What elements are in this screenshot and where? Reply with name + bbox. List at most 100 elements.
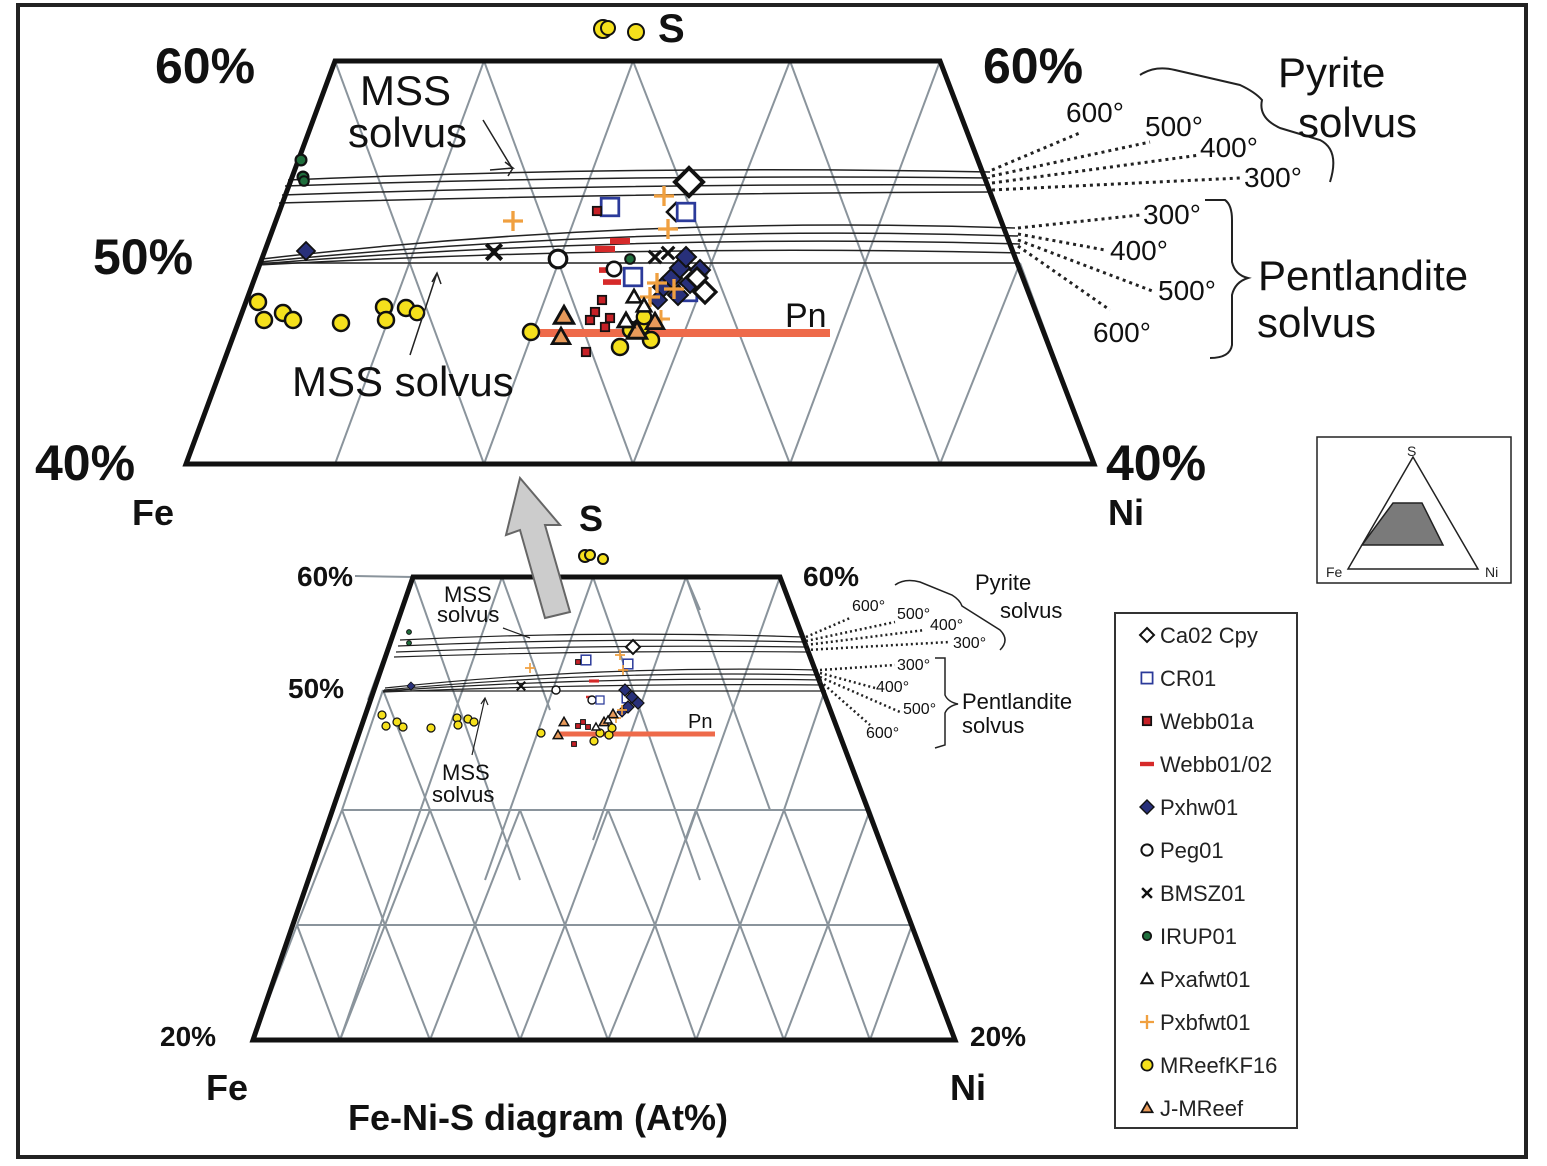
data-point-square-open bbox=[675, 201, 697, 223]
legend-marker-circle-filled bbox=[1141, 930, 1153, 942]
legend-labels: Ca02 Cpy CR01 Webb01a Webb01/02 Pxhw01 Peg01 B… bbox=[1160, 623, 1277, 1121]
data-point-circle-yellow bbox=[248, 292, 268, 312]
bottom-corner-fe: Fe bbox=[206, 1067, 248, 1108]
data-point-plus bbox=[654, 186, 674, 206]
legend-label: Webb01a bbox=[1160, 709, 1255, 734]
legend-marker-plus bbox=[1140, 1015, 1154, 1029]
top-temperature-leaders bbox=[991, 130, 1241, 312]
data-point-diamond-filled bbox=[295, 240, 317, 262]
legend-label: MReefKF16 bbox=[1160, 1053, 1277, 1078]
legend-marker-triangle-orange bbox=[1139, 1100, 1155, 1114]
data-point-plus bbox=[525, 663, 535, 673]
data-point-circle-open bbox=[605, 260, 623, 278]
bottom-pn-label: Pn bbox=[688, 711, 712, 733]
data-point-circle-yellow bbox=[331, 313, 351, 333]
apex-yellow-point bbox=[627, 23, 645, 41]
top-pyrite-temp: 300° bbox=[1244, 162, 1302, 193]
legend-marker-diamond-open bbox=[1138, 626, 1156, 644]
data-point-square-filled bbox=[596, 294, 608, 306]
data-point-circle-yellow bbox=[426, 723, 436, 733]
top-right-top-pct: 60% bbox=[983, 38, 1083, 94]
bottom-pentlandite-2: solvus bbox=[962, 713, 1024, 738]
top-mss-lower: MSS solvus bbox=[292, 358, 514, 405]
data-point-circle-yellow bbox=[381, 721, 391, 731]
inset-fe-label: Fe bbox=[1326, 564, 1343, 580]
top-right-bottom-pct: 40% bbox=[1106, 435, 1206, 491]
top-corner-fe: Fe bbox=[132, 492, 174, 533]
data-point-circle-yellow bbox=[376, 310, 396, 330]
data-point-triangle-orange bbox=[624, 318, 650, 340]
apex-yellow-point bbox=[600, 20, 616, 36]
data-point-diamond-filled bbox=[674, 245, 698, 269]
legend-label: J-MReef bbox=[1160, 1096, 1244, 1121]
mss-leader-top-lower bbox=[409, 271, 442, 356]
data-point-plus bbox=[658, 219, 678, 239]
data-point-square-filled bbox=[599, 321, 611, 333]
data-point-diamond-filled bbox=[618, 683, 632, 697]
data-point-circle-yellow bbox=[398, 722, 408, 732]
legend-label: IRUP01 bbox=[1160, 924, 1237, 949]
data-point-circle-yellow bbox=[453, 720, 463, 730]
inset-s-label: S bbox=[1407, 443, 1416, 459]
data-point-plus bbox=[615, 650, 625, 660]
legend-label: Pxafwt01 bbox=[1160, 967, 1251, 992]
inset-ni-label: Ni bbox=[1485, 564, 1498, 580]
data-point-cross bbox=[660, 245, 676, 261]
data-point-square-open bbox=[580, 654, 592, 666]
data-point-square-open bbox=[599, 196, 621, 218]
bottom-right-bottom-pct: 20% bbox=[970, 1021, 1026, 1052]
legend-marker-triangle-open bbox=[1139, 971, 1155, 985]
top-pentlandite-1: Pentlandite bbox=[1258, 252, 1468, 299]
data-point-circle-filled bbox=[624, 253, 636, 265]
data-point-plus bbox=[664, 279, 684, 299]
data-point-circle-yellow bbox=[536, 728, 546, 738]
data-point-triangle-open bbox=[624, 287, 644, 304]
data-point-triangle-open bbox=[590, 721, 602, 731]
data-point-circle-filled bbox=[406, 629, 412, 635]
top-braces bbox=[1139, 67, 1335, 359]
data-point-square-open bbox=[622, 658, 634, 670]
data-point-square-filled bbox=[585, 724, 591, 730]
top-pyrite-1: Pyrite bbox=[1278, 49, 1385, 96]
data-point-diamond-open bbox=[672, 165, 706, 199]
data-point-circle-yellow bbox=[392, 717, 402, 727]
data-point-triangle-orange bbox=[606, 707, 620, 719]
bottom-pyrite-1: Pyrite bbox=[975, 570, 1031, 595]
legend-label: Ca02 Cpy bbox=[1160, 623, 1258, 648]
data-point-plus bbox=[647, 273, 667, 293]
bottom-pent-temp: 400° bbox=[876, 679, 909, 696]
data-point-plus bbox=[617, 705, 627, 715]
bottom-temperature-leaders bbox=[805, 616, 951, 726]
data-point-triangle-orange bbox=[549, 325, 573, 345]
bottom-left-top-pct: 60% bbox=[297, 561, 353, 592]
data-point-square-filled bbox=[604, 312, 616, 324]
bottom-mss-lower-2: solvus bbox=[432, 782, 494, 807]
data-markers bbox=[248, 153, 719, 747]
mss-leader-top-upper bbox=[482, 119, 513, 169]
bottom-mss-lower-1: MSS bbox=[442, 760, 490, 785]
top-left-bottom-pct: 40% bbox=[35, 435, 135, 491]
data-point-triangle-orange bbox=[551, 303, 577, 325]
data-point-triangle-orange bbox=[643, 310, 667, 330]
top-pent-temp: 500° bbox=[1158, 275, 1216, 306]
data-point-plus bbox=[503, 211, 523, 231]
top-left-mid-pct: 50% bbox=[93, 229, 193, 285]
diagram-caption: Fe-Ni-S diagram (At%) bbox=[348, 1097, 728, 1138]
top-left-top-pct: 60% bbox=[155, 38, 255, 94]
data-point-triangle-open bbox=[615, 310, 637, 329]
bottom-pyrite-2: solvus bbox=[1000, 598, 1062, 623]
data-point-circle-yellow bbox=[469, 717, 479, 727]
bottom-left-mid-pct: 50% bbox=[288, 673, 344, 704]
data-point-circle-yellow bbox=[610, 337, 630, 357]
top-mss-upper-1: MSS bbox=[360, 67, 451, 114]
data-point-triangle-open bbox=[634, 296, 654, 313]
legend-label: Peg01 bbox=[1160, 838, 1224, 863]
data-point-triangle-orange bbox=[551, 728, 565, 740]
data-point-triangle-orange bbox=[557, 715, 571, 727]
legend-marker-circle-open bbox=[1140, 843, 1154, 857]
data-point-circle-yellow bbox=[589, 736, 599, 746]
bottom-apex-label: S bbox=[579, 498, 603, 539]
bottom-grid bbox=[252, 575, 956, 1041]
